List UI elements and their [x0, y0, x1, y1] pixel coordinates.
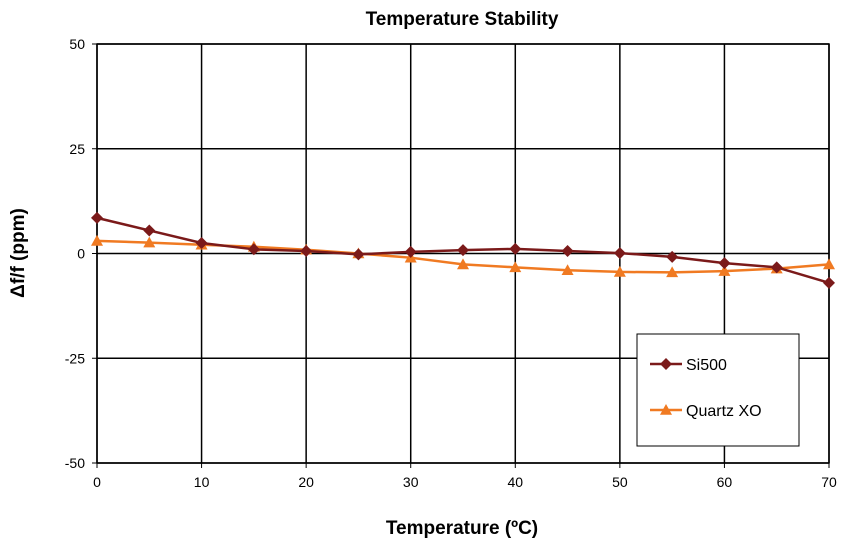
x-tick-label: 60 — [717, 474, 733, 490]
data-point — [509, 261, 522, 273]
triangle-marker-icon — [660, 404, 672, 415]
data-point — [247, 243, 260, 256]
data-point — [300, 244, 313, 257]
data-point — [613, 265, 626, 277]
x-tick-label: 20 — [298, 474, 314, 490]
legend: Si500 Quartz XO — [636, 333, 800, 447]
x-axis-ticks: 0 10 20 30 40 50 60 70 — [93, 463, 837, 490]
data-point — [143, 224, 156, 237]
legend-box — [636, 333, 800, 447]
data-point — [718, 265, 731, 276]
chart-title: Temperature Stability — [366, 9, 559, 30]
data-point — [404, 245, 417, 258]
x-tick-label: 10 — [194, 474, 210, 490]
series-si500 — [91, 211, 835, 289]
y-tick-label: 0 — [77, 246, 85, 262]
legend-label: Si500 — [686, 357, 727, 374]
data-point — [509, 242, 522, 255]
data-point — [561, 244, 574, 257]
data-point — [91, 234, 103, 246]
y-tick-label: -50 — [65, 455, 85, 471]
x-tick-label: 40 — [507, 474, 523, 490]
data-point — [613, 247, 626, 260]
data-point — [666, 250, 679, 263]
data-point — [823, 258, 835, 270]
legend-item: Si500 — [650, 357, 727, 374]
data-point — [457, 244, 469, 257]
x-axis-title: Temperature (ºC) — [386, 518, 538, 539]
x-tick-label: 0 — [93, 474, 101, 490]
data-point — [561, 264, 574, 276]
data-point — [823, 276, 835, 289]
y-axis-title: Δf/f (ppm) — [8, 208, 29, 298]
x-tick-label: 50 — [612, 474, 628, 490]
x-tick-label: 30 — [403, 474, 419, 490]
data-point — [718, 257, 731, 270]
legend-item: Quartz XO — [650, 403, 762, 420]
data-point — [457, 258, 469, 270]
y-tick-label: 50 — [69, 36, 85, 52]
y-axis-ticks: -50 -25 0 25 50 — [65, 36, 97, 471]
series-layer — [91, 211, 835, 289]
diamond-marker-icon — [660, 358, 672, 370]
y-tick-label: 25 — [69, 141, 85, 157]
y-tick-label: -25 — [65, 350, 85, 366]
legend-label: Quartz XO — [686, 403, 762, 420]
data-point — [195, 237, 208, 250]
data-point — [666, 266, 679, 278]
data-point — [352, 248, 365, 261]
data-point — [770, 261, 783, 274]
data-point — [143, 236, 156, 248]
x-tick-label: 70 — [821, 474, 837, 490]
data-point — [91, 211, 103, 224]
